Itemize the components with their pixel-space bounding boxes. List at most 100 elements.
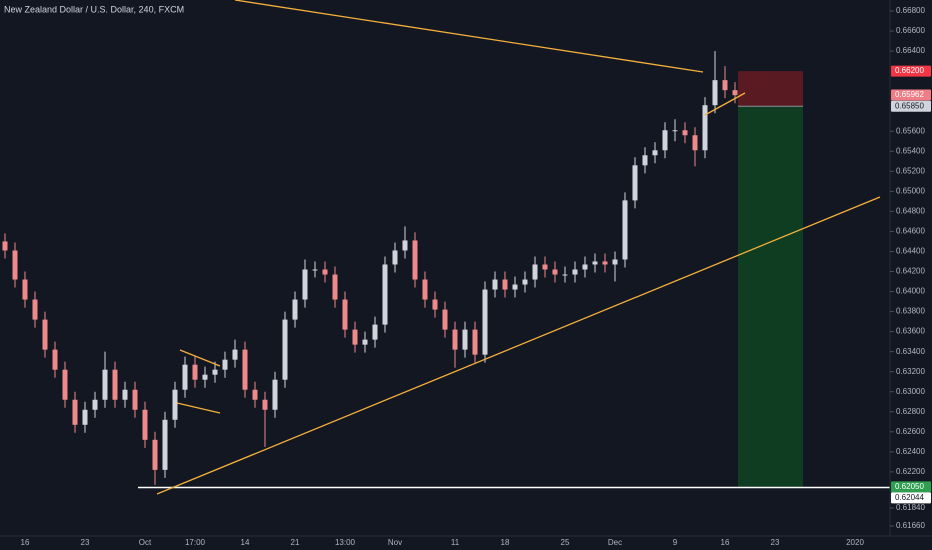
y-tick-label: 0.61660 [896,521,925,530]
x-tick-label: 18 [501,538,510,547]
y-tick-label: 0.63200 [896,367,925,376]
trend-line [156,196,881,495]
axes: 0.66800 0.66600 0.66400 0.65600 0.65400 0.652… [21,6,931,547]
candle-body [232,349,238,360]
candle-body [312,269,318,271]
y-tick-label: 0.63400 [896,347,925,356]
price-badge-label: 0.62044 [895,493,924,502]
candle-body [162,419,168,470]
x-tick-label: 2020 [846,538,864,547]
candle-body [22,279,28,300]
x-tick-label: Nov [388,538,402,547]
price-badge-label: 0.65850 [895,101,924,110]
x-tick-label: 14 [241,538,250,547]
candle-body [322,269,328,275]
candle-body [682,130,688,136]
trend-line [179,349,221,367]
candle-body [2,241,8,251]
y-tick-label: 0.62200 [896,467,925,476]
candle-body [82,409,88,425]
candle-body [62,369,68,400]
candle-body [472,329,478,355]
candles [2,51,738,485]
y-tick-label: 0.63600 [896,327,925,336]
candle-body [532,264,538,280]
y-tick-label: 0.66600 [896,26,925,35]
price-badge-label: 0.62050 [895,482,924,491]
y-tick-label: 0.62800 [896,407,925,416]
price-badge-label: 0.66200 [895,66,924,75]
candle-body [452,329,458,350]
price-badge-label: 0.65962 [895,90,924,99]
y-tick-label: 0.63000 [896,387,925,396]
y-tick-label: 0.65000 [896,186,925,195]
price-badge [891,481,931,493]
candle-body [602,261,608,265]
y-tick-label: 0.61840 [896,503,925,512]
candle-body [42,319,48,350]
x-tick-label: 9 [673,538,678,547]
y-tick-label: 0.64000 [896,287,925,296]
price-badge [891,89,931,101]
trend-line [704,92,746,116]
candle-body [732,90,738,96]
y-tick-label: 0.63800 [896,307,925,316]
stop-zone [738,71,803,107]
candle-body [432,299,438,310]
candle-body [152,439,158,470]
drawings [156,0,881,495]
price-badge [891,492,931,504]
candle-body [112,369,118,400]
candle-body [242,349,248,390]
candle-body [212,369,218,375]
y-tick-label: 0.64200 [896,267,925,276]
candle-body [52,349,58,370]
candle-body [72,399,78,425]
candle-body [332,274,338,300]
candle-body [702,105,708,151]
candle-body [392,250,398,265]
candle-body [272,379,278,410]
candle-body [692,135,698,151]
candle-body [662,130,668,151]
price-badge [891,100,931,112]
candle-body [252,389,258,400]
candle-body [622,200,628,260]
candle-body [132,389,138,410]
x-tick-label: 17:00 [185,538,206,547]
candle-body [172,389,178,420]
candle-body [672,130,678,132]
position-tool [138,71,890,489]
trend-line [234,0,704,73]
price-badge [891,65,931,77]
candle-body [222,359,228,370]
candle-body [372,324,378,340]
x-tick-label: 16 [21,538,30,547]
candle-body [582,264,588,270]
candle-body [612,259,618,265]
x-tick-label: 11 [451,538,460,547]
candle-body [482,289,488,355]
candle-body [492,279,498,290]
y-tick-label: 0.66400 [896,46,925,55]
candle-body [12,250,18,280]
candle-body [292,299,298,320]
candle-body [542,264,548,270]
candle-body [342,299,348,330]
chart-title: New Zealand Dollar / U.S. Dollar, 240, F… [4,4,184,14]
x-tick-label: Oct [139,538,152,547]
x-tick-label: 13:00 [335,538,356,547]
candle-body [352,329,358,345]
candle-body [522,279,528,285]
candle-body [282,319,288,380]
candle-body [102,369,108,400]
candle-body [562,274,568,276]
candle-body [512,284,518,290]
candle-body [592,261,598,265]
candle-body [642,155,648,166]
candle-body [462,329,468,350]
candle-body [122,389,128,400]
y-tick-label: 0.65400 [896,146,925,155]
y-tick-label: 0.64600 [896,227,925,236]
